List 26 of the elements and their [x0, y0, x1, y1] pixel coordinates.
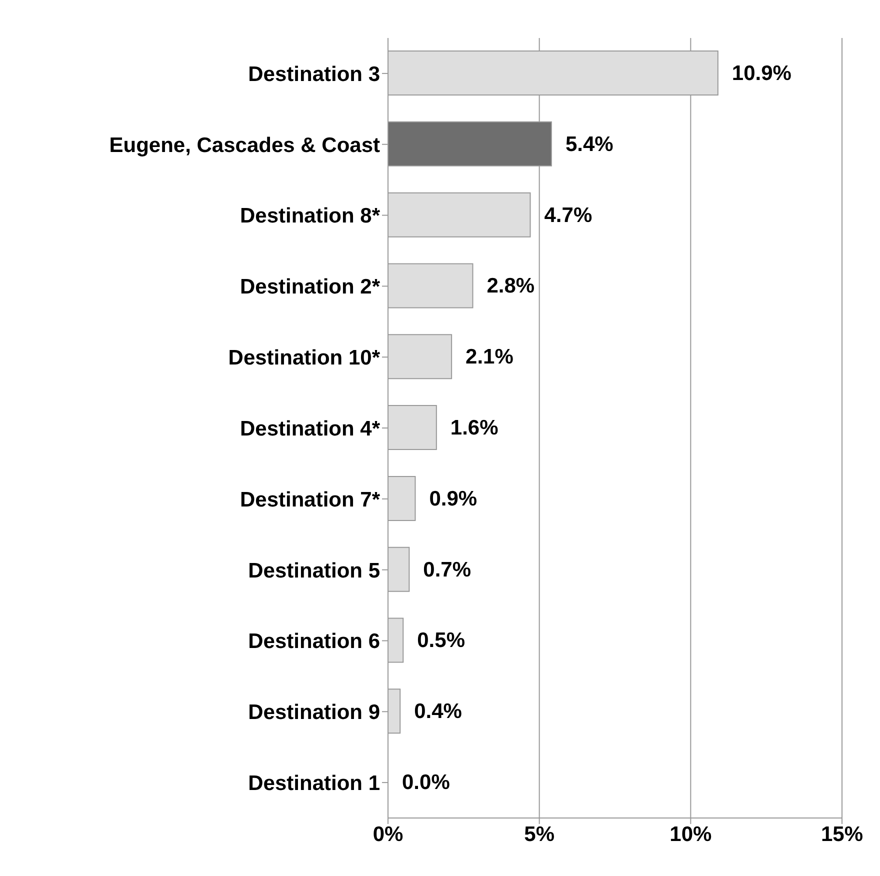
- y-tick-label: Destination 6: [248, 630, 380, 654]
- y-tick-label: Destination 10*: [228, 346, 381, 370]
- data-label: 4.7%: [544, 204, 592, 227]
- y-tick-label: Destination 3: [248, 62, 380, 86]
- y-tick-label: Eugene, Cascades & Coast: [109, 134, 380, 157]
- y-tick-label: Destination 7*: [240, 488, 381, 512]
- data-label: 5.4%: [565, 132, 614, 156]
- y-tick-label: Destination 9: [248, 701, 380, 724]
- data-label: 0.9%: [429, 487, 478, 510]
- data-label: 10.9%: [732, 62, 792, 85]
- y-tick-label: Destination 4*: [240, 417, 381, 440]
- data-label: 2.1%: [466, 346, 514, 369]
- x-tick-label: 10%: [670, 822, 712, 846]
- data-label: 1.6%: [450, 416, 499, 440]
- y-tick-label: Destination 2*: [240, 276, 381, 299]
- data-label: 0.7%: [423, 558, 472, 582]
- y-tick-label: Destination 5: [248, 559, 380, 582]
- data-label: 0.5%: [417, 629, 466, 652]
- y-tick-label: Destination 8*: [240, 204, 381, 228]
- data-label: 2.8%: [486, 274, 535, 298]
- x-tick-label: 15%: [820, 822, 864, 846]
- data-label: 0.0%: [402, 771, 450, 794]
- data-label: 0.4%: [414, 700, 462, 724]
- y-tick-label: Destination 1: [248, 772, 380, 795]
- x-tick-label: 5%: [524, 822, 555, 846]
- x-tick-label: 0%: [372, 822, 404, 846]
